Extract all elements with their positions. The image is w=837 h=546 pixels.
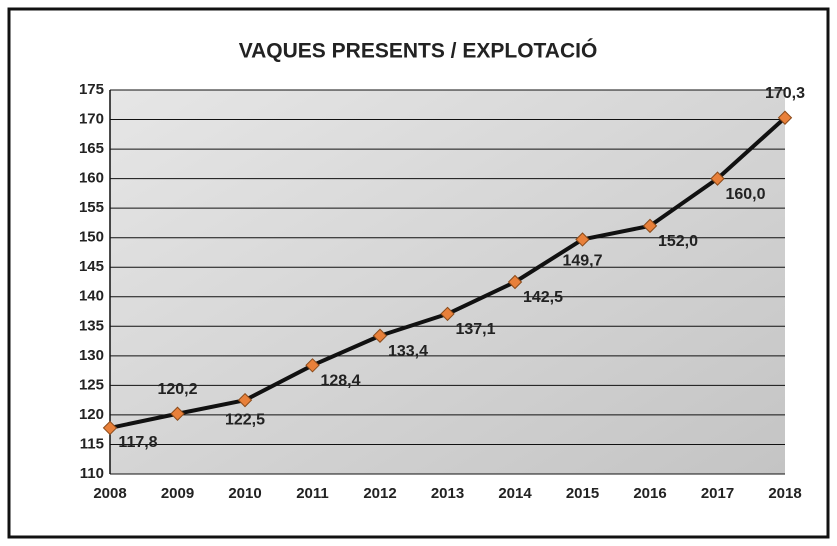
y-tick-label: 175 [79,81,104,98]
y-tick-label: 165 [79,140,104,157]
data-point [507,274,523,290]
data-label: 133,4 [388,343,428,360]
x-tick-label: 2010 [228,485,261,502]
y-tick-label: 145 [79,258,104,275]
plot-area [110,90,785,474]
data-label: 128,4 [320,373,360,390]
y-tick-label: 140 [79,288,104,305]
y-tick-label: 170 [79,111,104,128]
data-point [642,218,658,234]
y-tick-label: 130 [79,347,104,364]
data-point [575,232,590,247]
y-tick-label: 120 [79,406,104,423]
data-label: 149,7 [562,253,602,270]
data-point [372,328,388,343]
x-tick-label: 2016 [633,485,666,502]
x-tick-label: 2011 [296,485,329,502]
y-tick-label: 135 [79,317,104,334]
data-point [237,392,253,408]
y-tick-label: 160 [79,170,104,187]
x-tick-label: 2017 [701,485,734,502]
data-point [777,110,793,125]
data-point [710,171,725,186]
x-tick-label: 2015 [566,485,599,502]
data-point [170,406,185,421]
data-point [102,420,118,436]
data-label: 137,1 [455,321,495,338]
y-tick-label: 155 [79,199,104,216]
y-tick-label: 115 [80,435,104,452]
x-tick-label: 2018 [768,485,801,502]
data-point [305,358,320,373]
x-tick-label: 2012 [363,485,396,502]
x-tick-label: 2008 [93,485,126,502]
x-tick-label: 2013 [431,485,464,502]
data-label: 120,2 [157,381,197,398]
data-label: 160,0 [725,186,765,203]
y-tick-label: 150 [79,229,104,246]
y-tick-label: 125 [79,376,104,393]
data-point [440,306,455,322]
data-label: 152,0 [658,233,698,250]
data-label: 142,5 [523,289,563,306]
x-tick-label: 2014 [498,485,532,502]
y-tick-label: 110 [80,465,104,482]
data-label: 117,8 [118,434,157,451]
data-label: 170,3 [765,85,805,102]
chart-title: VAQUES PRESENTS / EXPLOTACIÓ [239,39,598,63]
data-label: 122,5 [225,411,265,428]
x-tick-label: 2009 [161,485,194,502]
